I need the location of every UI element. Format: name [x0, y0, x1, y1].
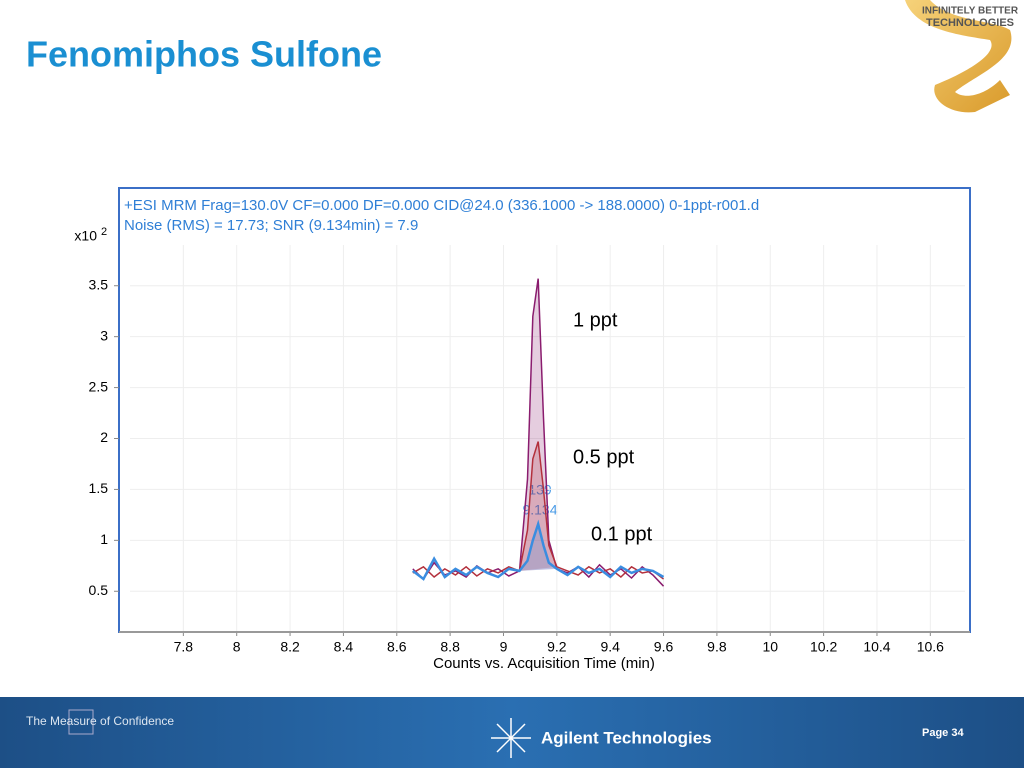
series-line — [412, 519, 665, 581]
x-tick-label: 10.2 — [810, 639, 837, 655]
y-tick-label: 2.5 — [89, 378, 109, 394]
series-label: 1 ppt — [573, 309, 618, 331]
x-tick-label: 7.8 — [174, 639, 194, 655]
series-label: 0.5 ppt — [573, 446, 635, 468]
y-multiplier-exponent: 2 — [101, 226, 107, 238]
y-tick-label: 2 — [100, 429, 108, 445]
footer-box — [68, 709, 94, 735]
y-tick-label: 3 — [100, 327, 108, 343]
agilent-spark — [491, 718, 531, 758]
x-tick-label: 8.6 — [387, 639, 407, 655]
chart-subtitle: +ESI MRM Frag=130.0V CF=0.000 DF=0.000 C… — [124, 197, 759, 214]
x-tick-label: 8.4 — [334, 639, 354, 655]
x-tick-label: 9.6 — [654, 639, 674, 655]
x-tick-label: 9.8 — [707, 639, 727, 655]
peak-annotation: 9.134 — [522, 502, 557, 518]
chart-subtitle: Noise (RMS) = 17.73; SNR (9.134min) = 7.… — [124, 217, 418, 234]
logo: INFINITELY BETTER TECHNOLOGIES — [905, 0, 1019, 113]
y-tick-label: 1.5 — [89, 480, 109, 496]
peak-area — [519, 278, 557, 571]
x-tick-label: 9.2 — [547, 639, 567, 655]
x-tick-label: 10 — [762, 639, 778, 655]
logo-ribbon — [905, 0, 1012, 113]
footer-page: Page 34 — [922, 727, 964, 739]
x-tick-label: 9.4 — [600, 639, 620, 655]
logo-text: TECHNOLOGIES — [926, 17, 1014, 29]
y-tick-label: 0.5 — [89, 582, 109, 598]
logo-text: INFINITELY BETTER — [922, 6, 1019, 17]
slide-title: Fenomiphos Sulfone — [26, 34, 382, 75]
x-tick-label: 9 — [500, 639, 508, 655]
footer-company: Agilent Technologies — [541, 728, 712, 747]
footer-band — [0, 697, 1024, 768]
x-tick-label: 10.6 — [917, 639, 944, 655]
footer-tagline: The Measure of Confidence — [26, 714, 174, 728]
x-tick-label: 8.2 — [280, 639, 300, 655]
y-multiplier: x10 — [74, 228, 97, 244]
x-tick-label: 10.4 — [863, 639, 890, 655]
x-tick-label: 8.8 — [440, 639, 460, 655]
y-tick-label: 1 — [100, 531, 108, 547]
x-axis-label: Counts vs. Acquisition Time (min) — [433, 655, 655, 672]
series-label: 0.1 ppt — [591, 523, 653, 545]
plot: 0.5 1 1.5 2 2.5 3 3.5 7.8 8 8.2 8.4 8.6 8.8 9 9.2 9.4 9.… — [89, 245, 970, 655]
x-tick-label: 8 — [233, 639, 241, 655]
chart-frame — [118, 187, 971, 633]
y-tick-label: 3.5 — [89, 276, 109, 292]
